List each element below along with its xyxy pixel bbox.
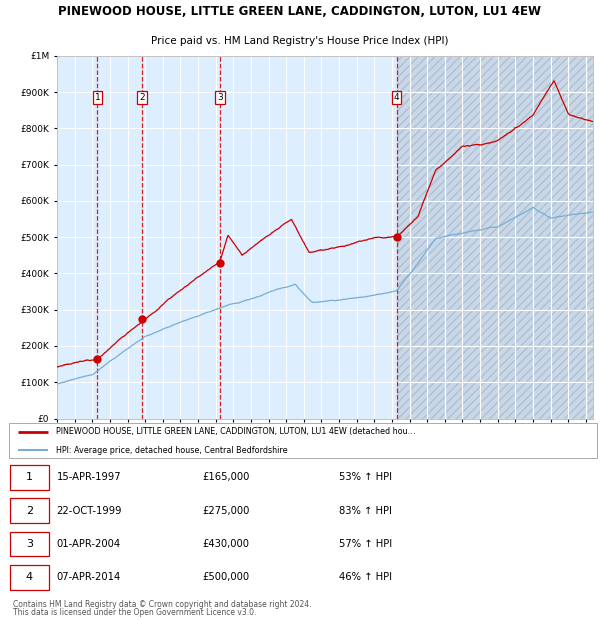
Text: 46% ↑ HPI: 46% ↑ HPI — [338, 572, 392, 582]
FancyBboxPatch shape — [10, 532, 49, 556]
Text: £165,000: £165,000 — [202, 472, 250, 482]
Text: £275,000: £275,000 — [202, 505, 250, 515]
Text: PINEWOOD HOUSE, LITTLE GREEN LANE, CADDINGTON, LUTON, LU1 4EW: PINEWOOD HOUSE, LITTLE GREEN LANE, CADDI… — [59, 5, 542, 18]
Bar — [397, 56, 593, 419]
Text: Contains HM Land Registry data © Crown copyright and database right 2024.: Contains HM Land Registry data © Crown c… — [13, 600, 311, 609]
Text: 57% ↑ HPI: 57% ↑ HPI — [338, 539, 392, 549]
FancyBboxPatch shape — [9, 423, 597, 458]
Text: 3: 3 — [26, 539, 33, 549]
Text: 4: 4 — [26, 572, 33, 582]
Text: £430,000: £430,000 — [202, 539, 249, 549]
Text: £500,000: £500,000 — [202, 572, 249, 582]
Point — [137, 314, 146, 324]
Text: 2: 2 — [26, 505, 33, 515]
Text: 53% ↑ HPI: 53% ↑ HPI — [338, 472, 392, 482]
FancyBboxPatch shape — [10, 465, 49, 490]
Text: 1: 1 — [94, 93, 100, 102]
Text: Price paid vs. HM Land Registry's House Price Index (HPI): Price paid vs. HM Land Registry's House … — [151, 36, 449, 46]
Text: 07-APR-2014: 07-APR-2014 — [56, 572, 121, 582]
Text: 4: 4 — [394, 93, 400, 102]
Text: 1: 1 — [26, 472, 33, 482]
Text: 3: 3 — [217, 93, 223, 102]
Text: PINEWOOD HOUSE, LITTLE GREEN LANE, CADDINGTON, LUTON, LU1 4EW (detached hou…: PINEWOOD HOUSE, LITTLE GREEN LANE, CADDI… — [56, 427, 416, 436]
Point — [92, 353, 102, 363]
Text: 01-APR-2004: 01-APR-2004 — [56, 539, 121, 549]
FancyBboxPatch shape — [10, 565, 49, 590]
Text: 83% ↑ HPI: 83% ↑ HPI — [338, 505, 392, 515]
FancyBboxPatch shape — [10, 498, 49, 523]
Point — [215, 257, 225, 267]
Point — [392, 232, 401, 242]
Text: 22-OCT-1999: 22-OCT-1999 — [56, 505, 122, 515]
Text: HPI: Average price, detached house, Central Bedfordshire: HPI: Average price, detached house, Cent… — [56, 446, 288, 455]
Text: This data is licensed under the Open Government Licence v3.0.: This data is licensed under the Open Gov… — [13, 608, 257, 617]
Text: 2: 2 — [139, 93, 145, 102]
Text: 15-APR-1997: 15-APR-1997 — [56, 472, 121, 482]
